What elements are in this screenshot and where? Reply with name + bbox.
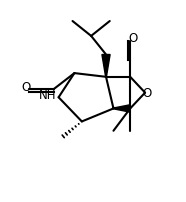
Text: NH: NH bbox=[39, 89, 56, 102]
Polygon shape bbox=[113, 105, 130, 112]
Text: O: O bbox=[142, 87, 152, 100]
Text: O: O bbox=[21, 81, 31, 95]
Text: O: O bbox=[128, 32, 138, 45]
Polygon shape bbox=[102, 55, 110, 77]
